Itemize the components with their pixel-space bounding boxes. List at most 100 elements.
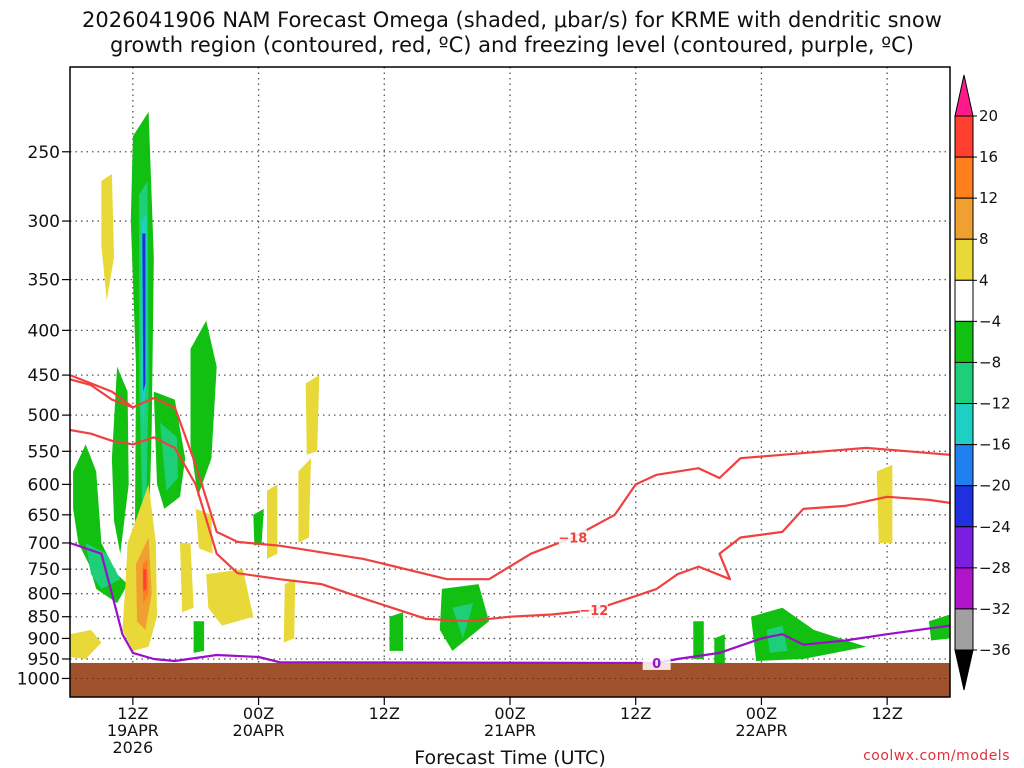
- y-tick-label: 850: [28, 608, 60, 628]
- x-tick-label: 12Z: [369, 704, 400, 723]
- y-tick-label: 800: [28, 585, 60, 605]
- y-tick-label: 300: [28, 212, 60, 232]
- colorbar-label: −32: [979, 600, 1011, 618]
- colorbar-label: 16: [979, 148, 998, 166]
- y-tick-label: 250: [28, 143, 60, 163]
- omega-patch: [180, 543, 194, 613]
- colorbar-box: [954, 403, 974, 446]
- temperature-contours: −18 −12 0: [70, 374, 950, 672]
- colorbar-label: −24: [979, 518, 1011, 536]
- colorbar-label: −20: [979, 477, 1011, 495]
- omega-patch: [283, 579, 296, 643]
- colorbar-box: [954, 156, 974, 199]
- y-tick-label: 400: [28, 321, 60, 341]
- contour-label: −18: [558, 531, 587, 546]
- y-tick-label: 650: [28, 506, 60, 526]
- omega-patch: [267, 484, 278, 559]
- x-tick-label: 00Z: [746, 704, 777, 723]
- x-tick-label: 12Z: [620, 704, 651, 723]
- colorbar-box: [954, 361, 974, 405]
- colorbar-top-arrow: [954, 74, 974, 117]
- x-tick-label: 12Z: [117, 704, 148, 723]
- contour-label: 0: [652, 657, 661, 672]
- omega-patch: [206, 569, 254, 626]
- x-tick-label: 2026: [112, 738, 153, 757]
- y-tick-label: 750: [28, 560, 60, 580]
- colorbar-box: [954, 567, 974, 610]
- x-tick-label: 20APR: [233, 721, 285, 740]
- pressure-axis: 250 300 350 400 450 500 550 600 650 700 750 800 8509…: [17, 143, 70, 689]
- contour-line: [70, 428, 950, 623]
- contour-label-bg: [642, 654, 671, 670]
- omega-patch: [693, 621, 704, 659]
- omega-patch: [143, 569, 147, 592]
- colorbar-box: [954, 238, 974, 281]
- y-tick-label: 500: [28, 406, 60, 426]
- colorbar-box: [954, 320, 974, 363]
- contour-label: −12: [579, 604, 608, 619]
- x-tick-label: 22APR: [735, 721, 787, 740]
- x-tick-label: 21APR: [484, 721, 536, 740]
- omega-patch: [101, 173, 114, 301]
- colorbar-label: −16: [979, 436, 1011, 454]
- ground-surface: [70, 662, 950, 697]
- colorbar-label: 4: [979, 271, 989, 289]
- contour-line: [70, 374, 950, 581]
- omega-patch: [111, 366, 129, 554]
- x-tick-label: 00Z: [494, 704, 525, 723]
- y-tick-label: 900: [28, 629, 60, 649]
- chart-title-line-1: 2026041906 NAM Forecast Omega (shaded, μ…: [82, 8, 942, 32]
- omega-patch: [70, 629, 102, 659]
- x-axis-label: Forecast Time (UTC): [414, 747, 605, 768]
- colorbar-label: −36: [979, 641, 1011, 659]
- omega-patch: [298, 458, 311, 543]
- credit-text[interactable]: coolwx.com/models: [863, 748, 1010, 764]
- y-tick-label: 550: [28, 442, 60, 462]
- omega-patch: [766, 625, 788, 653]
- colorbar-box: [954, 444, 974, 487]
- omega-patch: [190, 320, 217, 497]
- chart-title-line-2: growth region (contoured, red, ºC) and f…: [110, 33, 914, 57]
- contour-label-bg: [579, 601, 608, 617]
- colorbar-box: [954, 485, 974, 528]
- omega-patch: [253, 508, 264, 546]
- omega-patch: [193, 621, 205, 653]
- omega-patch: [305, 375, 320, 455]
- x-tick-label: 19APR: [107, 721, 159, 740]
- omega-patch: [73, 444, 128, 604]
- omega-patch: [389, 612, 404, 651]
- x-tick-label: 00Z: [243, 704, 274, 723]
- colorbar: 20 16 12 8 4 −4 −8 −12 −16 −20 −24 −28 −32 −36: [954, 74, 1011, 691]
- colorbar-box: [954, 197, 974, 240]
- omega-patch: [195, 508, 213, 554]
- colorbar-box: [954, 115, 974, 158]
- colorbar-label: 12: [979, 189, 998, 207]
- ground-fill: [70, 662, 950, 697]
- y-tick-label: 600: [28, 475, 60, 495]
- contour-line: [70, 378, 134, 409]
- y-tick-label: 700: [28, 534, 60, 554]
- colorbar-label: −28: [979, 559, 1011, 577]
- colorbar-label: 8: [979, 230, 989, 248]
- colorbar-label: −12: [979, 395, 1011, 413]
- omega-patch: [876, 464, 893, 543]
- omega-patch: [160, 422, 178, 491]
- y-tick-label: 1000: [17, 669, 60, 689]
- colorbar-box: [954, 526, 974, 569]
- colorbar-label: −8: [979, 353, 1001, 371]
- y-tick-label: 450: [28, 366, 60, 386]
- colorbar-box: [954, 608, 974, 651]
- x-tick-label: 12Z: [871, 704, 902, 723]
- y-tick-label: 350: [28, 271, 60, 291]
- omega-patch: [142, 233, 146, 392]
- omega-patch: [714, 634, 725, 663]
- omega-patch: [85, 543, 121, 589]
- colorbar-box: [954, 279, 974, 322]
- contour-line: [70, 541, 950, 665]
- omega-shading: [70, 111, 950, 663]
- colorbar-bottom-arrow: [954, 649, 974, 691]
- colorbar-label: 20: [979, 107, 998, 125]
- colorbar-label: −4: [979, 312, 1001, 330]
